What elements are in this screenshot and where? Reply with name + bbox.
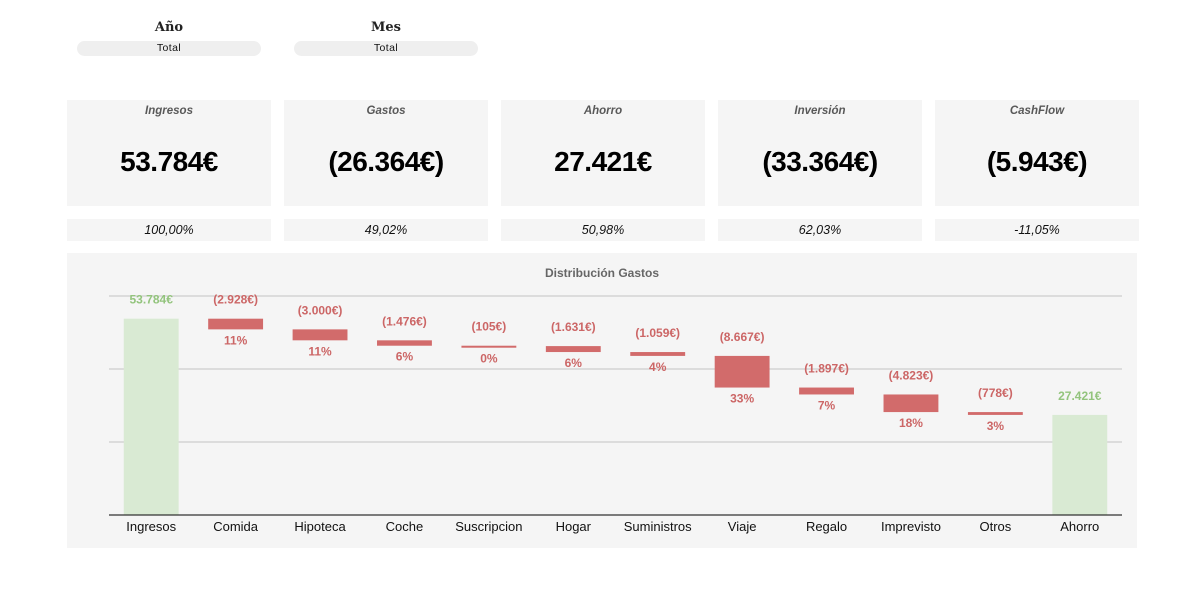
bar: [883, 394, 939, 413]
pct-label: 18%: [899, 416, 923, 430]
value-label: (8.667€): [720, 330, 765, 344]
value-label: (2.928€): [213, 293, 258, 307]
x-tick-label: Otros: [979, 519, 1011, 534]
bar: [1052, 414, 1108, 515]
bar: [123, 318, 179, 515]
pct-label: 6%: [396, 350, 414, 364]
x-tick-label: Hogar: [556, 519, 592, 534]
kpi-card-gastos: Gastos (26.364€): [284, 100, 488, 206]
x-tick-label: Suscripcion: [455, 519, 522, 534]
kpi-value: (33.364€): [762, 146, 878, 177]
kpi-label: Inversión: [794, 105, 846, 117]
value-label: (778€): [978, 386, 1013, 400]
kpi-value: 27.421€: [554, 146, 652, 177]
kpi-value: (26.364€): [328, 146, 444, 177]
year-filter-select[interactable]: Total: [77, 41, 261, 56]
value-label: (1.897€): [804, 362, 849, 376]
kpi-card-ahorro: Ahorro 27.421€: [501, 100, 705, 206]
value-label: (105€): [472, 320, 507, 334]
x-tick-label: Suministros: [624, 519, 692, 534]
x-tick-label: Viaje: [728, 519, 757, 534]
chart-panel: Distribución Gastos 53.784€ Ingresos (2.928…: [67, 253, 1137, 548]
value-label: (1.631€): [551, 320, 596, 334]
kpi-card-cashflow: CashFlow (5.943€): [935, 100, 1139, 206]
kpi-pct-ahorro: 50,98%: [501, 219, 705, 241]
x-tick-label: Ahorro: [1060, 519, 1099, 534]
month-filter: Mes Total: [294, 18, 478, 56]
pct-label: 3%: [987, 419, 1005, 433]
value-label: (3.000€): [298, 303, 343, 317]
year-filter-title: Año: [154, 20, 184, 35]
x-tick-label: Comida: [213, 519, 259, 534]
waterfall-chart: Distribución Gastos 53.784€ Ingresos (2.928…: [109, 266, 1122, 534]
kpi-value: (5.943€): [986, 146, 1088, 177]
value-label: 53.784€: [130, 293, 174, 307]
kpi-pct-ingresos: 100,00%: [67, 219, 271, 241]
x-tick-label: Hipoteca: [294, 519, 346, 534]
pct-label: 4%: [649, 360, 667, 374]
bar: [545, 346, 601, 353]
pct-label: 11%: [224, 333, 248, 347]
bar: [799, 387, 854, 395]
year-filter: Año Total: [77, 18, 261, 56]
pct-label: 6%: [565, 356, 583, 370]
bar: [208, 318, 264, 330]
value-label: 27.421€: [1058, 389, 1102, 403]
bar: [292, 329, 348, 341]
bar: [630, 352, 686, 356]
kpi-label: CashFlow: [1009, 105, 1065, 117]
month-filter-select[interactable]: Total: [294, 41, 478, 56]
kpi-label: Ahorro: [583, 105, 623, 117]
bar: [714, 355, 770, 388]
pct-label: 11%: [308, 344, 332, 358]
value-label: (1.059€): [635, 326, 680, 340]
x-tick-label: Ingresos: [126, 519, 176, 534]
kpi-pct-gastos: 49,02%: [284, 219, 488, 241]
value-label: (1.476€): [382, 314, 427, 328]
pct-label: 33%: [730, 392, 754, 406]
kpi-card-inversion: Inversión (33.364€): [718, 100, 922, 206]
x-tick-label: Coche: [386, 519, 424, 534]
x-tick-label: Regalo: [806, 519, 847, 534]
kpi-label: Gastos: [366, 105, 406, 117]
value-label: (4.823€): [889, 368, 934, 382]
kpi-pct-cashflow: -11,05%: [935, 219, 1139, 241]
month-filter-title: Mes: [371, 20, 401, 35]
kpi-label: Ingresos: [145, 105, 193, 117]
bar: [377, 340, 432, 346]
chart-title: Distribución Gastos: [545, 266, 659, 280]
kpi-pct-inversion: 62,03%: [718, 219, 922, 241]
pct-label: 7%: [818, 398, 836, 412]
kpi-card-ingresos: Ingresos 53.784€: [67, 100, 271, 206]
x-tick-label: Imprevisto: [881, 519, 941, 534]
bar: [967, 412, 1023, 415]
bar: [461, 345, 517, 348]
pct-label: 0%: [480, 352, 498, 366]
kpi-value: 53.784€: [120, 146, 218, 177]
